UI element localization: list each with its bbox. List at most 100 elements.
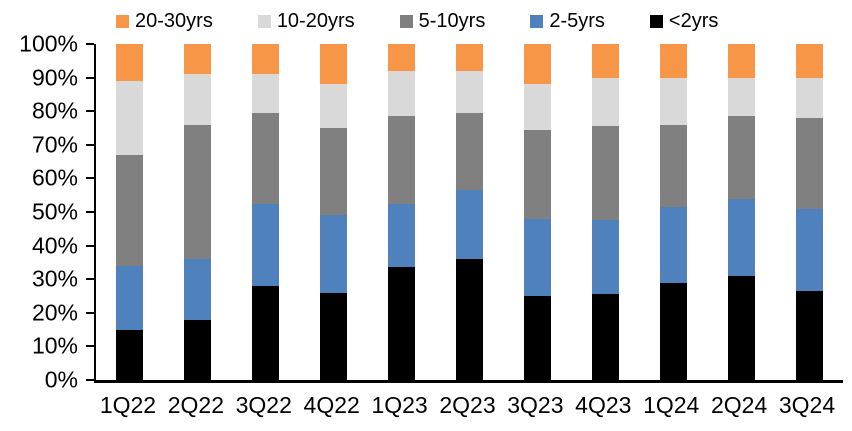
bar-segment [795,290,823,380]
bar-segment [523,129,551,219]
bar-4Q22 [300,44,368,380]
bar-4Q23 [571,44,639,380]
bar-segment [320,44,348,85]
bar-segment [591,294,619,380]
bar-segment [727,198,755,276]
bar-segment [388,267,416,380]
legend-item: 10-20yrs [257,7,355,35]
bar-segment [116,154,144,266]
legend-label: 2-5yrs [549,10,605,32]
x-tick-label: 4Q23 [575,392,632,418]
x-tick-label: 3Q24 [778,392,836,418]
bar-segment [320,128,348,216]
legend-item: <2yrs [649,7,719,35]
bar-segment [659,124,687,207]
bar-segment [523,218,551,296]
bar-segment [116,329,144,380]
bar-segment [523,84,551,130]
bar-segment [727,116,755,199]
legend-label: <2yrs [668,10,719,32]
bar-segment [252,74,280,113]
bar-segment [659,282,687,380]
x-tick-label: 3Q22 [235,392,292,418]
y-tick-label: 40% [31,232,78,259]
bar-segment [591,126,619,221]
y-tick-label: 20% [31,299,78,326]
bar-3Q23 [503,44,571,380]
legend-swatch-icon [649,14,663,28]
bar-segment [659,77,687,125]
y-axis: 0% 10% 20% 30% 40% 50% 60% 70% 80% 90% 100% [0,31,78,393]
bar-segment [795,117,823,209]
x-tick-label: 2Q24 [710,392,768,418]
bar-segment [727,77,755,117]
y-tick-label: 0% [44,366,78,393]
bar-1Q22 [96,44,164,380]
bar-segment [455,259,483,380]
legend-item: 20-30yrs [116,7,213,35]
y-axis-tick [86,311,94,314]
bar-1Q24 [639,44,707,380]
bar-segment [795,77,823,118]
bar-2Q23 [436,44,504,380]
y-tick-label: 50% [31,198,78,225]
bar-segment [455,70,483,113]
x-tick-label: 1Q23 [371,392,428,418]
bar-segment [116,265,144,330]
bar-segment [795,44,823,78]
bar-segment [591,220,619,295]
legend-swatch-icon [116,14,129,28]
y-tick-label: 60% [31,164,78,191]
y-tick-label: 80% [31,97,78,124]
legend-swatch-icon [530,14,544,28]
legend: 20-30yrs 10-20yrs 5-10yrs 2-5yrs <2yrs [116,7,718,35]
bar-segment [523,296,551,380]
bar-segment [252,44,280,75]
bar-segment [252,203,280,286]
x-axis: 1Q22 2Q22 3Q22 4Q22 1Q23 2Q23 3Q23 4Q23 1Q24 2Q24… [94,392,841,419]
x-tick-label: 1Q24 [643,392,700,418]
bar-segment [659,206,687,283]
bar-segment [184,319,212,380]
bar-segment [455,44,483,71]
bar-segment [455,112,483,191]
legend-label: 10-20yrs [276,10,355,32]
legend-swatch-icon [399,14,413,28]
legend-item: 2-5yrs [530,7,605,35]
y-axis-tick [86,143,94,146]
y-axis-tick [86,177,94,180]
bar-segment [388,203,416,268]
bar-segment [388,44,416,71]
bar-2Q24 [707,44,775,380]
bar-segment [795,208,823,291]
bars [96,44,843,380]
bar-segment [184,259,212,320]
bar-segment [320,292,348,380]
bar-segment [320,215,348,293]
bar-segment [184,44,212,75]
y-axis-tick [86,278,94,281]
y-axis-tick [86,43,94,45]
bar-segment [523,44,551,85]
x-tick-label: 2Q23 [439,392,496,418]
bar-segment [184,74,212,125]
y-tick-label: 100% [19,30,78,57]
bar-segment [591,44,619,78]
y-tick-label: 30% [31,265,78,292]
bar-1Q23 [368,44,436,380]
bar-segment [252,285,280,380]
bar-3Q24 [775,44,843,380]
bar-2Q22 [164,44,232,380]
bar-segment [320,84,348,129]
bar-3Q22 [232,44,300,380]
y-axis-tick [86,211,94,213]
legend-swatch-icon [257,14,271,28]
bar-segment [116,44,144,81]
legend-label: 20-30yrs [135,10,213,32]
x-tick-label: 4Q22 [303,392,360,418]
y-axis-tick [86,345,94,348]
y-axis-tick [86,110,94,113]
plot-area [86,43,843,383]
bar-segment [116,81,144,155]
